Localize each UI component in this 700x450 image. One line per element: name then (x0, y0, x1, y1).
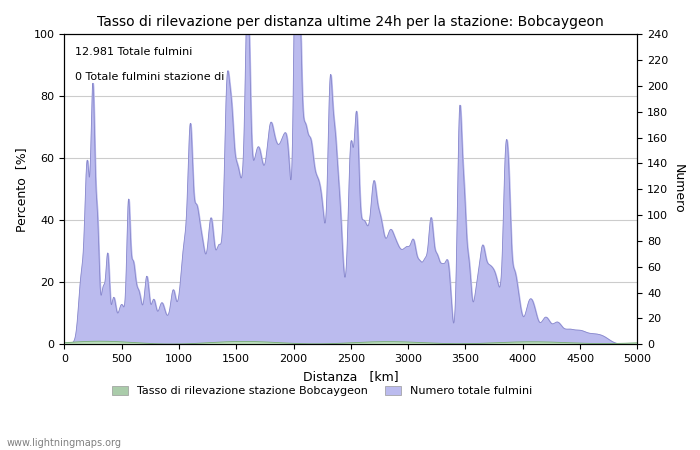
X-axis label: Distanza   [km]: Distanza [km] (303, 369, 398, 382)
Y-axis label: Numero: Numero (672, 165, 685, 214)
Text: www.lightningmaps.org: www.lightningmaps.org (7, 438, 122, 448)
Legend: Tasso di rilevazione stazione Bobcaygeon, Numero totale fulmini: Tasso di rilevazione stazione Bobcaygeon… (107, 382, 537, 400)
Text: 12.981 Totale fulmini: 12.981 Totale fulmini (75, 47, 192, 57)
Y-axis label: Percento  [%]: Percento [%] (15, 147, 28, 232)
Text: 0 Totale fulmini stazione di: 0 Totale fulmini stazione di (75, 72, 224, 81)
Title: Tasso di rilevazione per distanza ultime 24h per la stazione: Bobcaygeon: Tasso di rilevazione per distanza ultime… (97, 15, 604, 29)
